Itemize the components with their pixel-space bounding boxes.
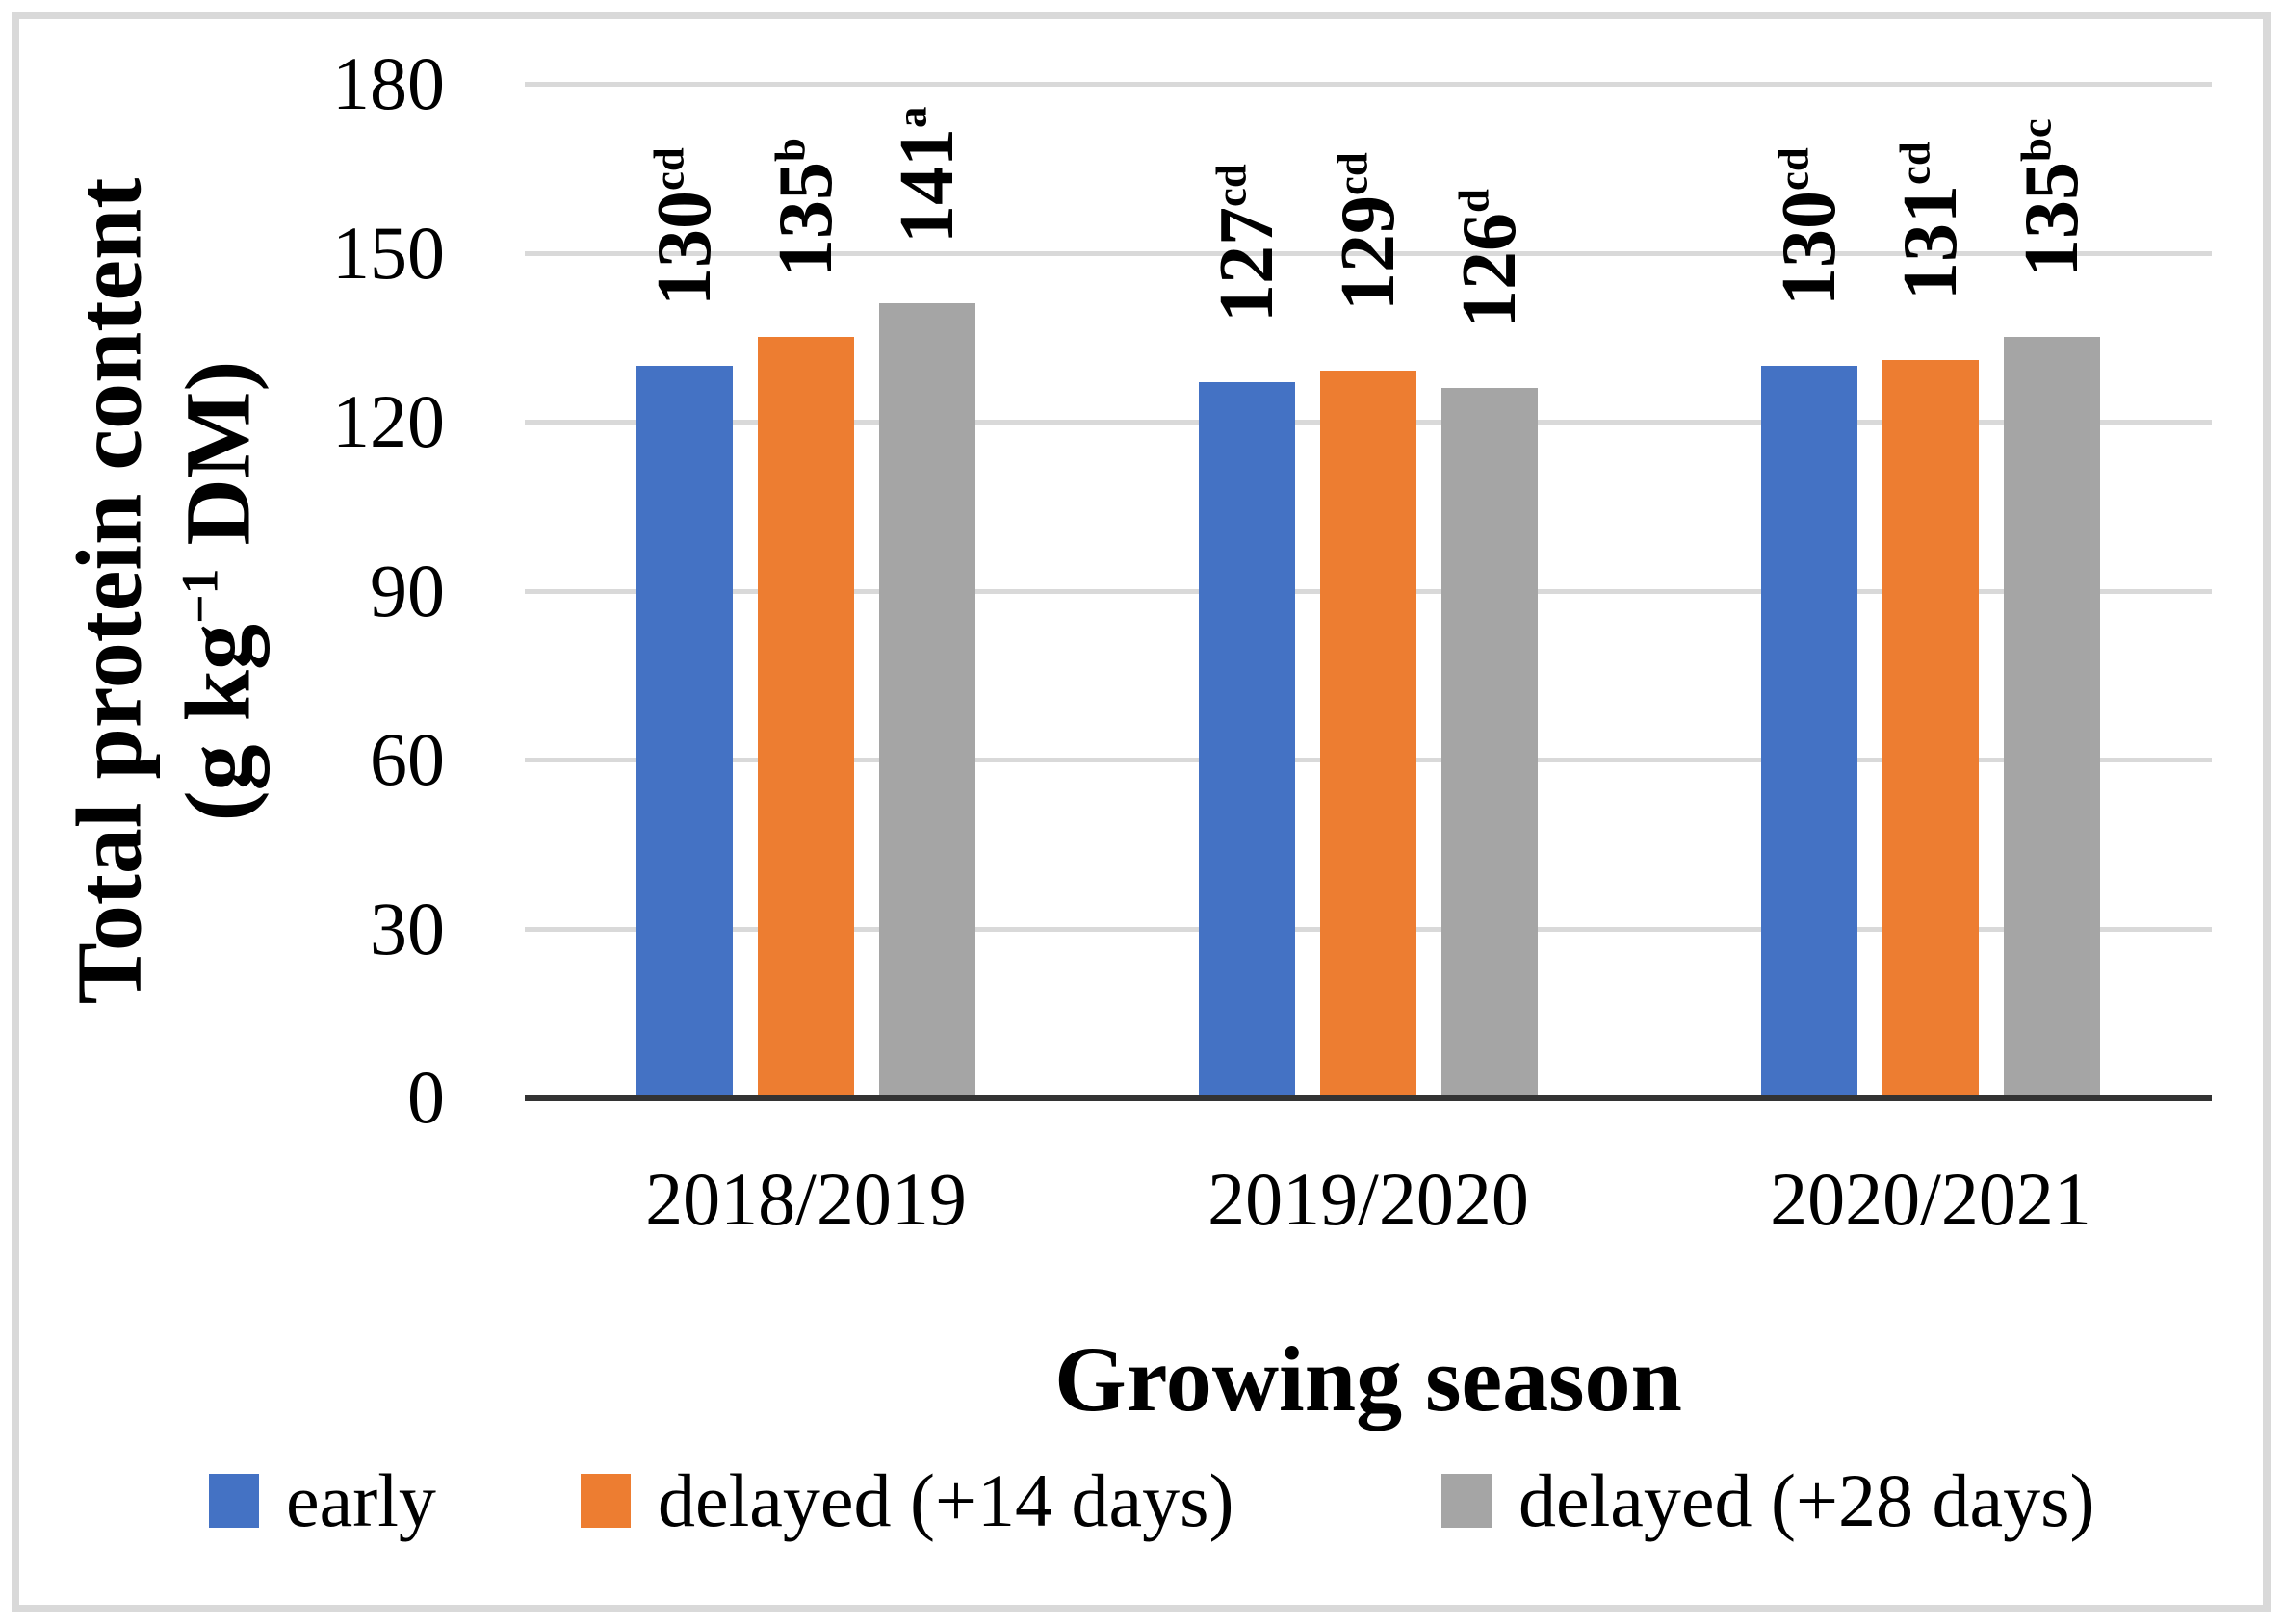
bar-value-label: 135bc [2010,118,2094,278]
x-axis-title: Growing season [1054,1328,1682,1431]
bar-delayed-28-days-2020-2021 [2004,337,2100,1097]
x-category-label-2020-2021: 2020/2021 [1770,1157,2091,1241]
x-category-label-2018-2019: 2018/2019 [645,1157,967,1241]
bar-value-label: 141a [885,106,970,245]
bar-value-label: 127cd [1205,164,1289,323]
y-tick-label-180: 180 [332,41,445,125]
bar-value-label: 129cd [1326,152,1411,312]
bar-delayed-28-days-2018-2019 [879,303,975,1097]
bar-delayed-28-days-2019-2020 [1441,387,1538,1097]
legend-item-1: early [209,1463,436,1538]
bar-value-label: 126d [1447,188,1532,328]
gridline-150 [525,250,2212,256]
significance-letter: bc [2011,118,2061,163]
bar-value-label: 131cd [1888,141,1973,300]
y-axis-title-line1: Total protein content [57,177,161,1005]
legend-marker-icon [1441,1474,1492,1528]
bar-delayed-14-days-2019-2020 [1320,371,1416,1097]
significance-letter: cd [644,146,693,191]
y-tick-label-0: 0 [407,1055,445,1139]
legend-marker-icon [581,1474,631,1528]
y-tick-label-150: 150 [332,210,445,295]
y-tick-label-90: 90 [370,548,445,632]
legend-label: delayed (+14 days) [658,1458,1234,1542]
bar-delayed-14-days-2020-2021 [1882,359,1979,1097]
bar-value-label: 130cd [1767,146,1852,306]
significance-letter: cd [1328,152,1377,196]
bar-value-label: 135b [764,138,848,278]
significance-letter: a [887,106,936,129]
significance-letter: cd [1890,141,1939,185]
legend-label: early [286,1458,436,1542]
bar-delayed-14-days-2018-2019 [758,337,854,1097]
y-tick-label-120: 120 [332,379,445,463]
significance-letter: cd [1207,164,1256,208]
significance-letter: b [766,138,815,163]
significance-letter: d [1449,188,1498,213]
x-category-label-2019-2020: 2019/2020 [1207,1157,1529,1241]
y-axis-unit-exponent: −1 [171,568,229,625]
bar-early-2019-2020 [1199,382,1295,1097]
bar-early-2018-2019 [636,365,733,1097]
x-axis-line [525,1095,2212,1101]
bar-value-label: 130cd [642,146,727,306]
legend-item-2: delayed (+14 days) [581,1463,1233,1538]
legend-marker-icon [209,1474,259,1528]
legend-label: delayed (+28 days) [1518,1458,2095,1542]
gridline-180 [525,82,2212,87]
y-tick-label-30: 30 [370,886,445,970]
bar-early-2020-2021 [1761,365,1857,1097]
y-tick-label-60: 60 [370,717,445,801]
legend-item-3: delayed (+28 days) [1441,1463,2094,1538]
significance-letter: cd [1769,146,1818,191]
